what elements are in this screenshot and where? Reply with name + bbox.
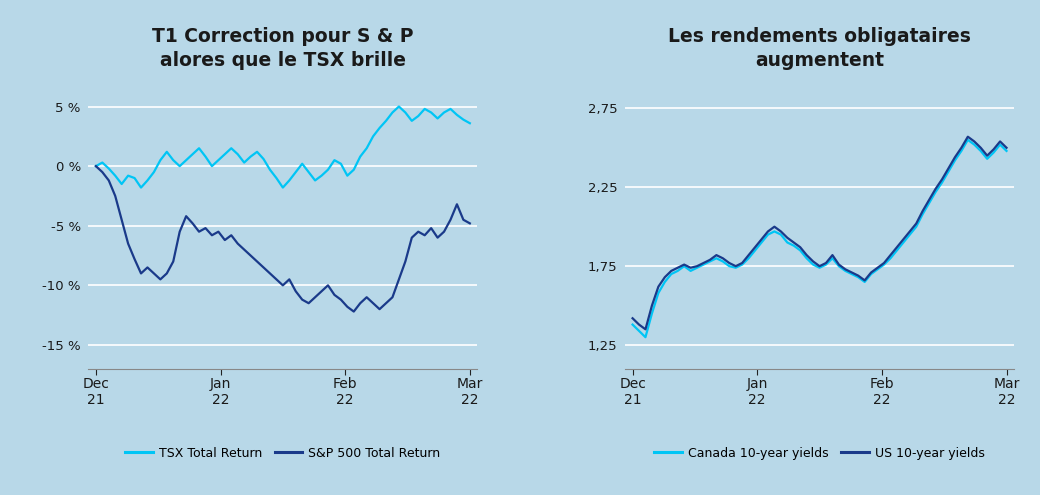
Title: Les rendements obligataires
augmentent: Les rendements obligataires augmentent <box>668 27 971 70</box>
Title: T1 Correction pour S & P
alores que le TSX brille: T1 Correction pour S & P alores que le T… <box>152 27 414 70</box>
Legend: Canada 10-year yields, US 10-year yields: Canada 10-year yields, US 10-year yields <box>649 442 990 465</box>
Legend: TSX Total Return, S&P 500 Total Return: TSX Total Return, S&P 500 Total Return <box>121 442 445 465</box>
